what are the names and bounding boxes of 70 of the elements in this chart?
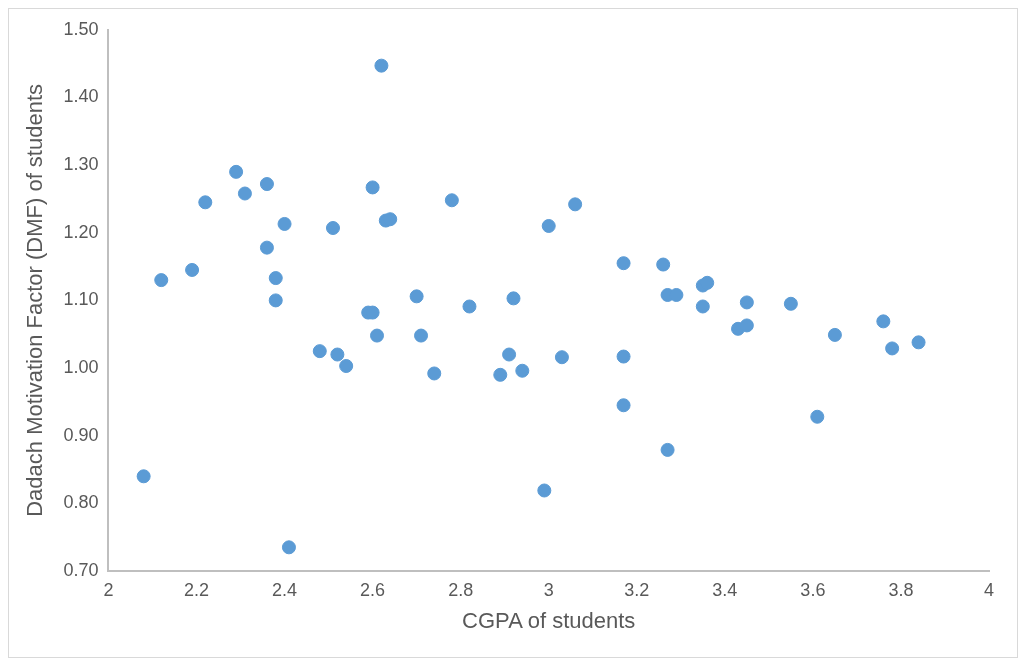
point — [783, 296, 798, 311]
point — [259, 240, 274, 255]
point — [554, 350, 569, 365]
y-tick-label: 1.40 — [63, 86, 99, 107]
y-tick-label: 1.10 — [63, 289, 99, 310]
x-axis-title: CGPA of students — [462, 607, 636, 633]
point — [515, 363, 530, 378]
point — [259, 177, 274, 192]
point — [669, 287, 684, 302]
point — [268, 293, 283, 308]
point — [268, 271, 283, 286]
point — [616, 349, 631, 364]
point — [695, 299, 710, 314]
point — [810, 409, 825, 424]
y-axis-title: Dadach Motivation Factor (DMF) of students — [22, 83, 48, 517]
y-tick-label: 1.20 — [63, 221, 99, 242]
x-tick-label: 4 — [983, 579, 995, 600]
point — [325, 221, 340, 236]
point — [700, 275, 715, 290]
point — [739, 295, 754, 310]
point — [185, 262, 200, 277]
point — [541, 218, 556, 233]
point — [616, 398, 631, 413]
point — [656, 257, 671, 272]
point — [281, 540, 296, 555]
x-tick-label: 2.6 — [360, 579, 386, 600]
x-tick-label: 2.8 — [448, 579, 474, 600]
point — [885, 341, 900, 356]
x-tick-label: 3.2 — [624, 579, 650, 600]
point — [365, 180, 380, 195]
point — [568, 197, 583, 212]
point — [537, 483, 552, 498]
point — [462, 299, 477, 314]
x-tick-label: 2 — [103, 579, 114, 600]
x-tick-label: 3.8 — [888, 579, 914, 600]
point — [136, 469, 151, 484]
point — [444, 193, 459, 208]
point — [739, 318, 754, 333]
point — [493, 367, 508, 382]
point — [427, 366, 442, 381]
point — [198, 195, 213, 210]
point — [330, 347, 345, 362]
y-tick-label: 0.70 — [63, 559, 99, 580]
y-tick-label: 0.90 — [63, 424, 99, 445]
x-tick-label: 3.6 — [800, 579, 826, 600]
x-tick-label: 2.4 — [272, 579, 298, 600]
point — [312, 344, 327, 359]
point — [154, 273, 169, 288]
point — [374, 58, 389, 73]
y-tick-label: 1.00 — [63, 357, 99, 378]
x-tick-label: 3.4 — [712, 579, 738, 600]
point — [502, 347, 517, 362]
point — [616, 256, 631, 271]
point — [229, 164, 244, 179]
x-tick-label: 2.2 — [183, 579, 210, 600]
point — [506, 291, 521, 306]
point — [277, 216, 292, 231]
point — [409, 289, 424, 304]
y-tick-label: 1.50 — [63, 18, 99, 39]
point — [827, 327, 842, 342]
x-tick-label: 3 — [543, 579, 554, 600]
point — [911, 335, 926, 350]
point — [660, 442, 675, 457]
y-tick-label: 1.30 — [63, 154, 99, 175]
y-tick-label: 0.80 — [63, 492, 99, 513]
point — [876, 314, 891, 329]
point — [370, 328, 385, 343]
point — [339, 359, 354, 374]
point — [237, 186, 252, 201]
point — [414, 328, 429, 343]
